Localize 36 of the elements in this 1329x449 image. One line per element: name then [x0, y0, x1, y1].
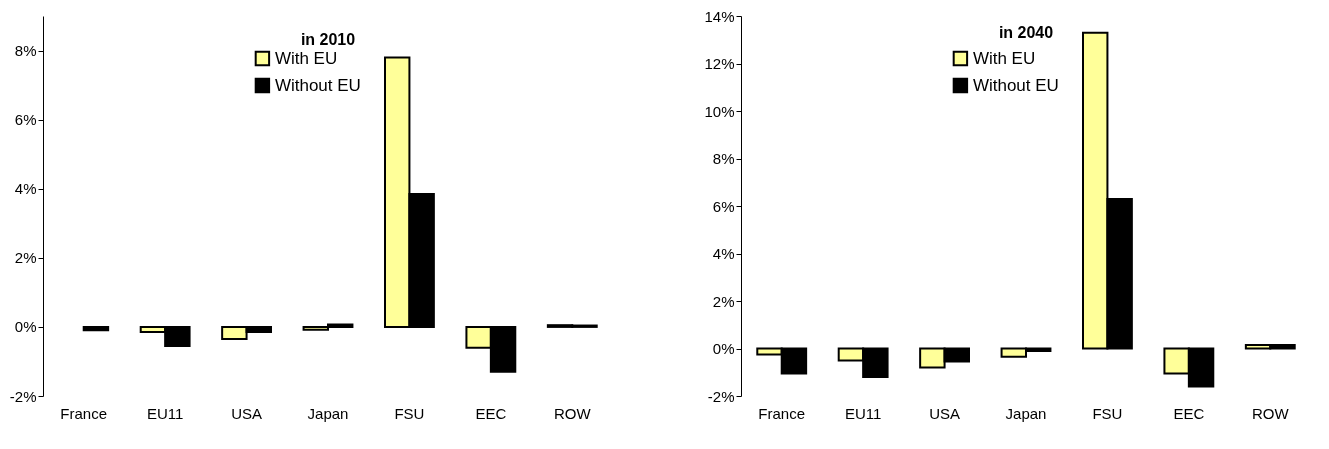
x-tick-label: ROW [553, 404, 592, 422]
y-tick-label: 0% [14, 318, 37, 336]
x-tick-label: EEC [475, 404, 507, 422]
y-tick-label: 14% [704, 7, 735, 25]
y-tick-label: 2% [712, 292, 735, 310]
chart-title: in 2040 [998, 24, 1054, 41]
x-tick-label: EU11 [844, 404, 882, 422]
y-tick-label: 8% [14, 42, 37, 60]
text: in 2010 [300, 31, 356, 48]
y-tick-label: 10% [704, 102, 735, 120]
x-tick-label: FSU [1092, 404, 1123, 422]
legend-label: Without EU [972, 75, 1059, 95]
y-tick-label: 2% [14, 249, 37, 267]
y-tick-label: -2% [707, 387, 735, 405]
x-tick-label: USA [231, 404, 262, 422]
x-tick-label: France [60, 404, 108, 422]
y-tick-label: 8% [712, 150, 735, 167]
x-tick-label: FSU [394, 404, 425, 422]
x-tick-label: ROW [1251, 404, 1290, 422]
legend-label: With EU [972, 48, 1036, 68]
x-tick-label: EEC [1173, 404, 1205, 422]
y-tick-label: -2% [9, 387, 37, 405]
y-tick-label: 4% [14, 180, 37, 198]
x-tick-label: USA [929, 404, 960, 422]
y-tick-label: 12% [704, 55, 735, 72]
y-tick-label: 6% [712, 197, 735, 215]
x-tick-label: Japan [307, 404, 349, 422]
y-tick-label: 6% [14, 111, 37, 129]
bar [82, 325, 110, 332]
x-tick-label: EU11 [146, 404, 184, 422]
legend-label: Without EU [274, 75, 361, 95]
legend-label: With EU [274, 48, 338, 68]
x-tick-label: France [758, 404, 806, 422]
y-tick-label: 0% [712, 340, 735, 357]
y-tick-label: 4% [712, 245, 735, 262]
x-tick-label: Japan [1005, 404, 1047, 422]
